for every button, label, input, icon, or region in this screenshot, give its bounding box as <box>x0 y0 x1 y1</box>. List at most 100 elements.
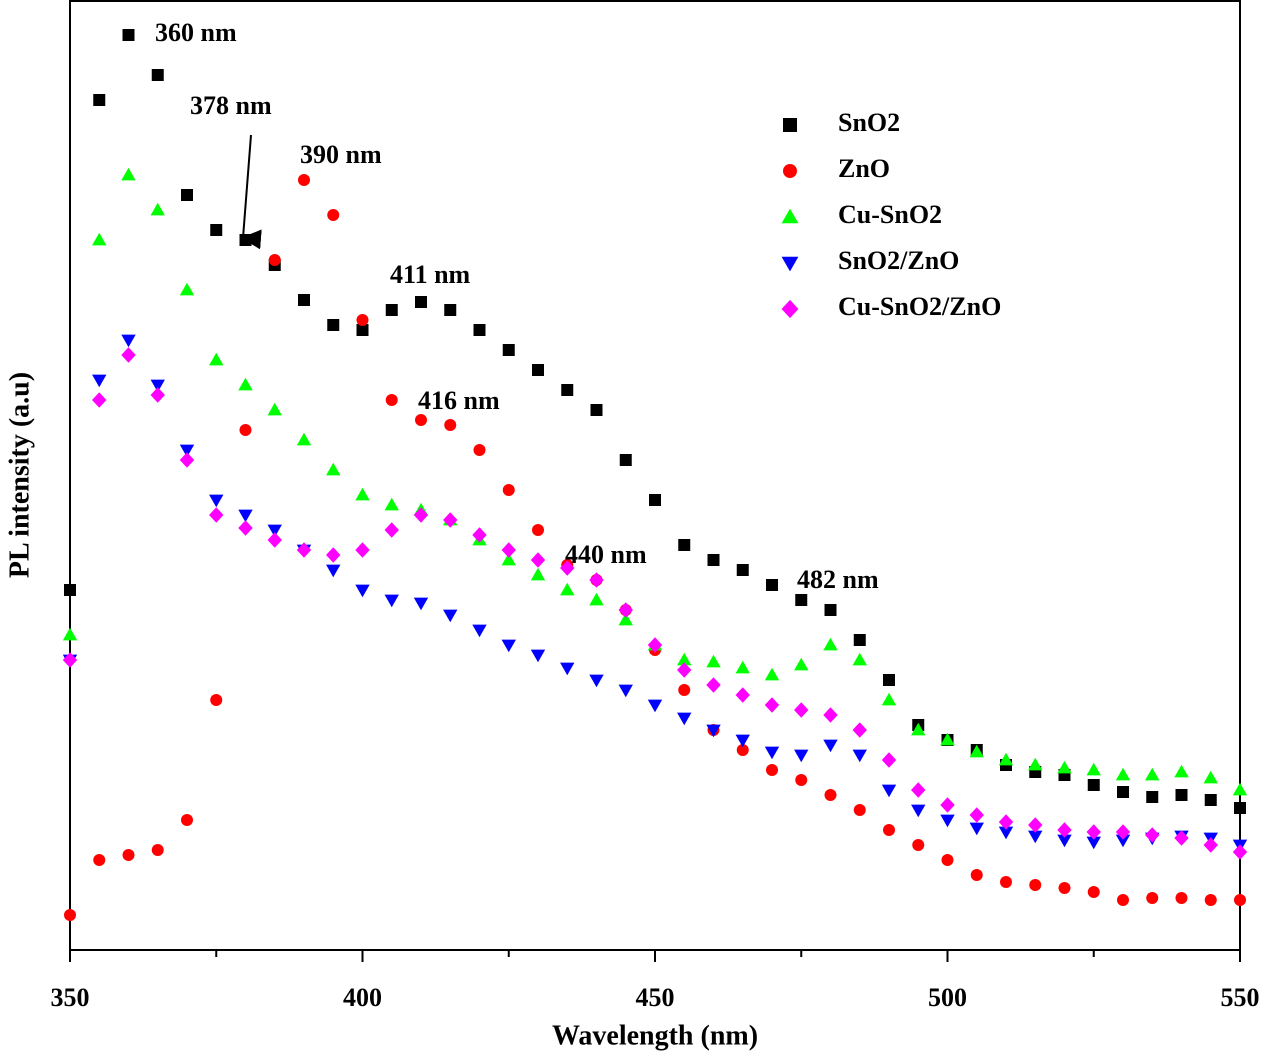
data-point <box>356 314 369 326</box>
data-point <box>210 224 223 236</box>
annotation: 482 nm <box>797 565 879 594</box>
data-point <box>1057 834 1072 848</box>
data-point <box>911 722 926 736</box>
annotation: 360 nm <box>155 18 237 47</box>
data-point <box>181 189 193 201</box>
data-point <box>794 749 809 763</box>
data-point <box>298 174 310 186</box>
data-point <box>121 167 136 181</box>
data-point <box>239 234 252 246</box>
data-point <box>1146 791 1159 803</box>
x-tick-label: 550 <box>1221 983 1260 1012</box>
data-point <box>64 584 76 596</box>
data-point <box>678 539 691 551</box>
data-point <box>561 384 574 396</box>
data-point <box>501 552 516 566</box>
data-point <box>238 509 253 523</box>
data-point <box>326 564 341 578</box>
data-point <box>764 667 780 681</box>
data-point <box>883 824 895 836</box>
data-point <box>268 254 281 266</box>
data-point <box>530 567 546 581</box>
data-point <box>502 344 515 356</box>
data-point <box>413 597 429 611</box>
data-point <box>764 697 780 713</box>
data-point <box>415 296 427 308</box>
data-point <box>530 552 546 568</box>
data-point <box>444 419 457 431</box>
x-axis-label: Wavelength (nm) <box>552 1020 758 1051</box>
data-point <box>1175 892 1188 904</box>
annotation: 440 nm <box>565 540 647 569</box>
data-point <box>122 849 135 861</box>
data-point <box>62 652 78 668</box>
data-point <box>209 507 224 523</box>
data-point <box>238 520 253 536</box>
x-tick-label: 350 <box>51 983 90 1012</box>
data-point <box>150 387 165 403</box>
data-point <box>1087 779 1100 791</box>
data-point <box>707 554 720 566</box>
data-point <box>589 674 604 688</box>
plot-frame <box>69 0 1241 951</box>
annotation-arrow <box>241 134 262 250</box>
data-point <box>179 444 195 458</box>
data-point <box>1058 882 1071 894</box>
data-point <box>415 414 427 426</box>
data-point <box>735 660 750 674</box>
data-point <box>969 744 984 758</box>
data-point <box>92 374 107 388</box>
data-point <box>1028 830 1043 844</box>
data-point <box>677 662 692 678</box>
data-point <box>150 202 165 216</box>
data-point <box>941 854 954 866</box>
data-point <box>618 602 633 618</box>
data-point <box>795 774 808 786</box>
legend-marker <box>781 299 799 319</box>
data-point <box>1028 757 1043 771</box>
data-point <box>881 784 897 798</box>
data-point <box>853 634 866 646</box>
annotation: 390 nm <box>300 140 382 169</box>
data-point <box>1232 844 1248 860</box>
data-point <box>649 494 661 506</box>
data-point <box>969 822 984 836</box>
data-point <box>852 722 867 738</box>
data-point <box>472 624 487 638</box>
data-point <box>766 764 778 776</box>
data-point <box>151 69 164 81</box>
data-point <box>823 707 838 723</box>
data-point <box>1203 837 1218 853</box>
data-point <box>853 804 866 816</box>
data-point <box>1028 817 1043 833</box>
data-point <box>970 869 983 881</box>
data-point <box>706 654 721 668</box>
data-point <box>443 512 458 528</box>
legend-label: Cu-SnO2/ZnO <box>838 292 1001 321</box>
data-point <box>327 319 340 331</box>
data-point <box>326 462 341 476</box>
data-point <box>355 584 370 598</box>
data-point <box>1087 886 1100 898</box>
legend-marker <box>783 118 797 132</box>
data-point <box>501 542 516 558</box>
data-point <box>296 542 312 558</box>
data-point <box>911 804 926 818</box>
data-point <box>179 452 195 468</box>
data-point <box>1115 767 1131 781</box>
x-tick-label: 500 <box>928 983 967 1012</box>
data-point <box>619 454 632 466</box>
data-point <box>122 29 135 41</box>
data-point <box>1175 789 1188 801</box>
data-point <box>735 734 750 748</box>
data-point <box>647 637 663 653</box>
data-point <box>267 524 282 538</box>
data-point <box>121 347 136 363</box>
data-point <box>1086 824 1101 840</box>
data-point <box>677 712 692 726</box>
data-point <box>795 594 808 606</box>
data-point <box>823 637 838 651</box>
data-point <box>502 484 515 496</box>
data-point <box>678 684 691 696</box>
